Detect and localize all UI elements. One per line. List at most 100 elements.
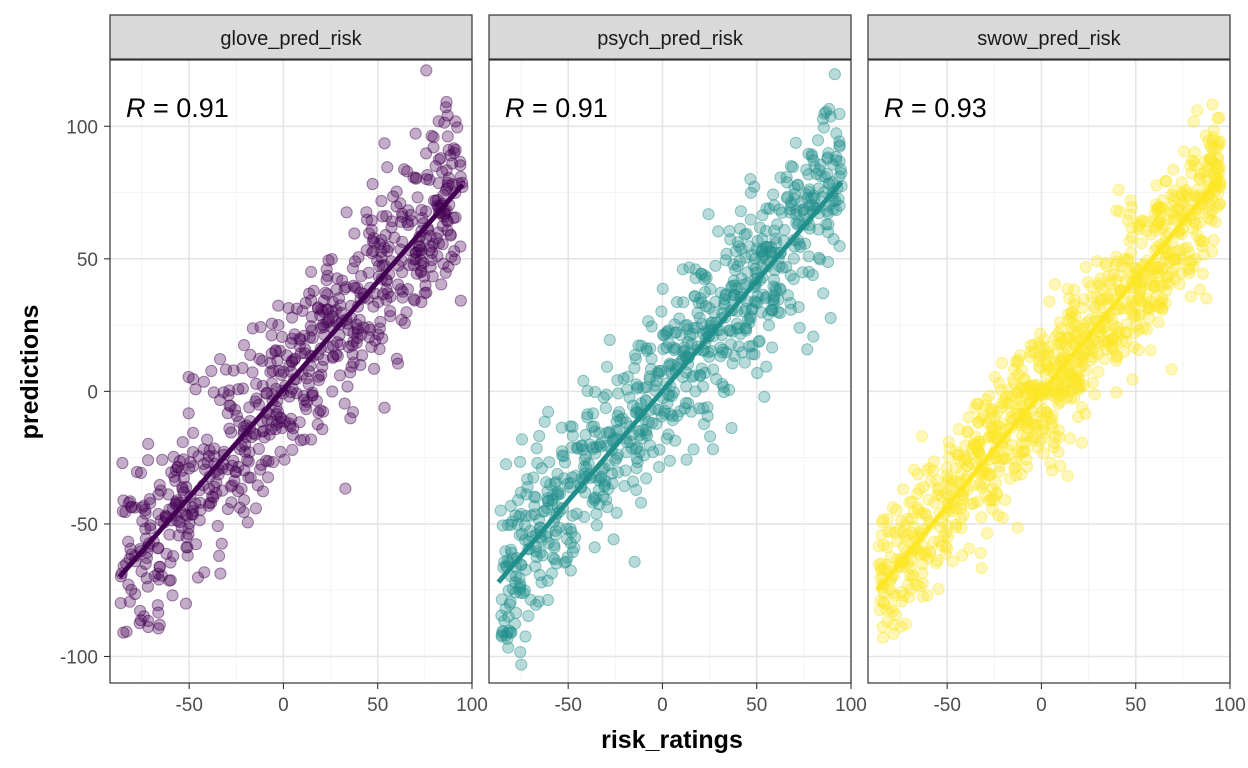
data-point — [602, 459, 615, 472]
data-point — [1111, 255, 1124, 268]
data-point — [734, 327, 747, 340]
facet-strip-label: psych_pred_risk — [597, 28, 744, 50]
data-point — [702, 208, 715, 221]
data-point — [1057, 387, 1070, 400]
data-point — [760, 202, 773, 215]
data-point — [973, 446, 986, 460]
data-point — [224, 480, 237, 493]
data-point — [733, 321, 746, 335]
data-point — [338, 397, 351, 410]
data-point — [703, 302, 716, 315]
data-point — [942, 451, 956, 464]
data-point — [784, 196, 798, 209]
data-point — [434, 152, 447, 165]
data-point — [1183, 255, 1196, 268]
data-point — [913, 548, 927, 561]
data-point — [187, 373, 200, 386]
data-point — [327, 339, 340, 353]
data-point — [1144, 300, 1157, 313]
data-point — [1143, 303, 1156, 316]
data-point — [603, 425, 616, 438]
data-point — [228, 474, 241, 487]
data-point — [346, 262, 359, 275]
data-point — [448, 253, 461, 266]
data-point — [441, 176, 454, 189]
data-point — [122, 578, 135, 591]
data-point — [1020, 429, 1034, 442]
data-point — [657, 328, 670, 341]
data-point — [878, 562, 891, 575]
data-point — [1150, 179, 1163, 192]
data-point — [405, 215, 418, 228]
data-point — [330, 283, 343, 296]
data-point — [117, 626, 130, 639]
data-point — [420, 232, 433, 245]
data-point — [780, 261, 793, 274]
data-point — [1125, 221, 1138, 234]
data-point — [1208, 158, 1222, 171]
data-point — [1213, 198, 1227, 211]
x-tick-label: 50 — [746, 695, 767, 716]
data-point — [296, 304, 309, 317]
data-point — [1079, 261, 1093, 274]
data-point — [931, 488, 944, 502]
plot-background — [110, 60, 472, 683]
x-tick-label: 100 — [835, 695, 867, 716]
data-point — [753, 334, 766, 347]
data-point — [1211, 163, 1225, 176]
data-point — [427, 131, 440, 144]
data-point — [1161, 248, 1174, 261]
data-point — [1184, 290, 1198, 303]
data-point — [303, 287, 316, 300]
data-point — [661, 397, 674, 410]
data-point — [171, 494, 184, 507]
data-point — [954, 512, 968, 525]
data-point — [136, 501, 149, 514]
data-point — [520, 509, 533, 523]
data-point — [697, 402, 710, 415]
data-point — [599, 402, 612, 415]
data-point — [1142, 301, 1155, 314]
data-point — [886, 605, 899, 618]
data-point — [984, 468, 998, 481]
data-point — [704, 317, 717, 330]
data-point — [390, 185, 403, 198]
data-point — [911, 501, 925, 514]
data-point — [1107, 343, 1120, 356]
data-point — [714, 341, 727, 354]
data-point — [1211, 158, 1224, 171]
data-point — [431, 250, 444, 263]
data-point — [302, 378, 315, 391]
data-point — [415, 295, 428, 309]
x-tick-label: -50 — [175, 695, 202, 716]
data-point — [941, 542, 954, 555]
data-point — [1149, 224, 1162, 237]
data-point — [595, 436, 608, 449]
data-point — [1194, 283, 1207, 296]
data-point — [1165, 246, 1178, 259]
data-point — [442, 171, 455, 185]
data-point — [1006, 439, 1019, 452]
data-point — [1211, 135, 1225, 148]
data-point — [424, 260, 437, 273]
data-point — [693, 311, 706, 324]
data-point — [1032, 360, 1046, 374]
data-point — [297, 393, 311, 406]
data-point — [1024, 345, 1037, 359]
data-point — [932, 582, 945, 596]
data-point — [1049, 429, 1062, 442]
data-point — [982, 431, 995, 444]
data-point — [698, 366, 712, 380]
data-point — [707, 363, 720, 376]
data-point — [396, 235, 409, 248]
data-point — [378, 401, 391, 414]
data-point — [1134, 282, 1147, 295]
data-point — [767, 294, 780, 307]
data-point — [1210, 142, 1224, 155]
scatter-points — [872, 98, 1227, 644]
data-point — [735, 272, 748, 285]
data-point — [579, 450, 593, 463]
data-point — [702, 346, 715, 359]
data-point — [396, 210, 409, 223]
data-point — [331, 336, 344, 349]
